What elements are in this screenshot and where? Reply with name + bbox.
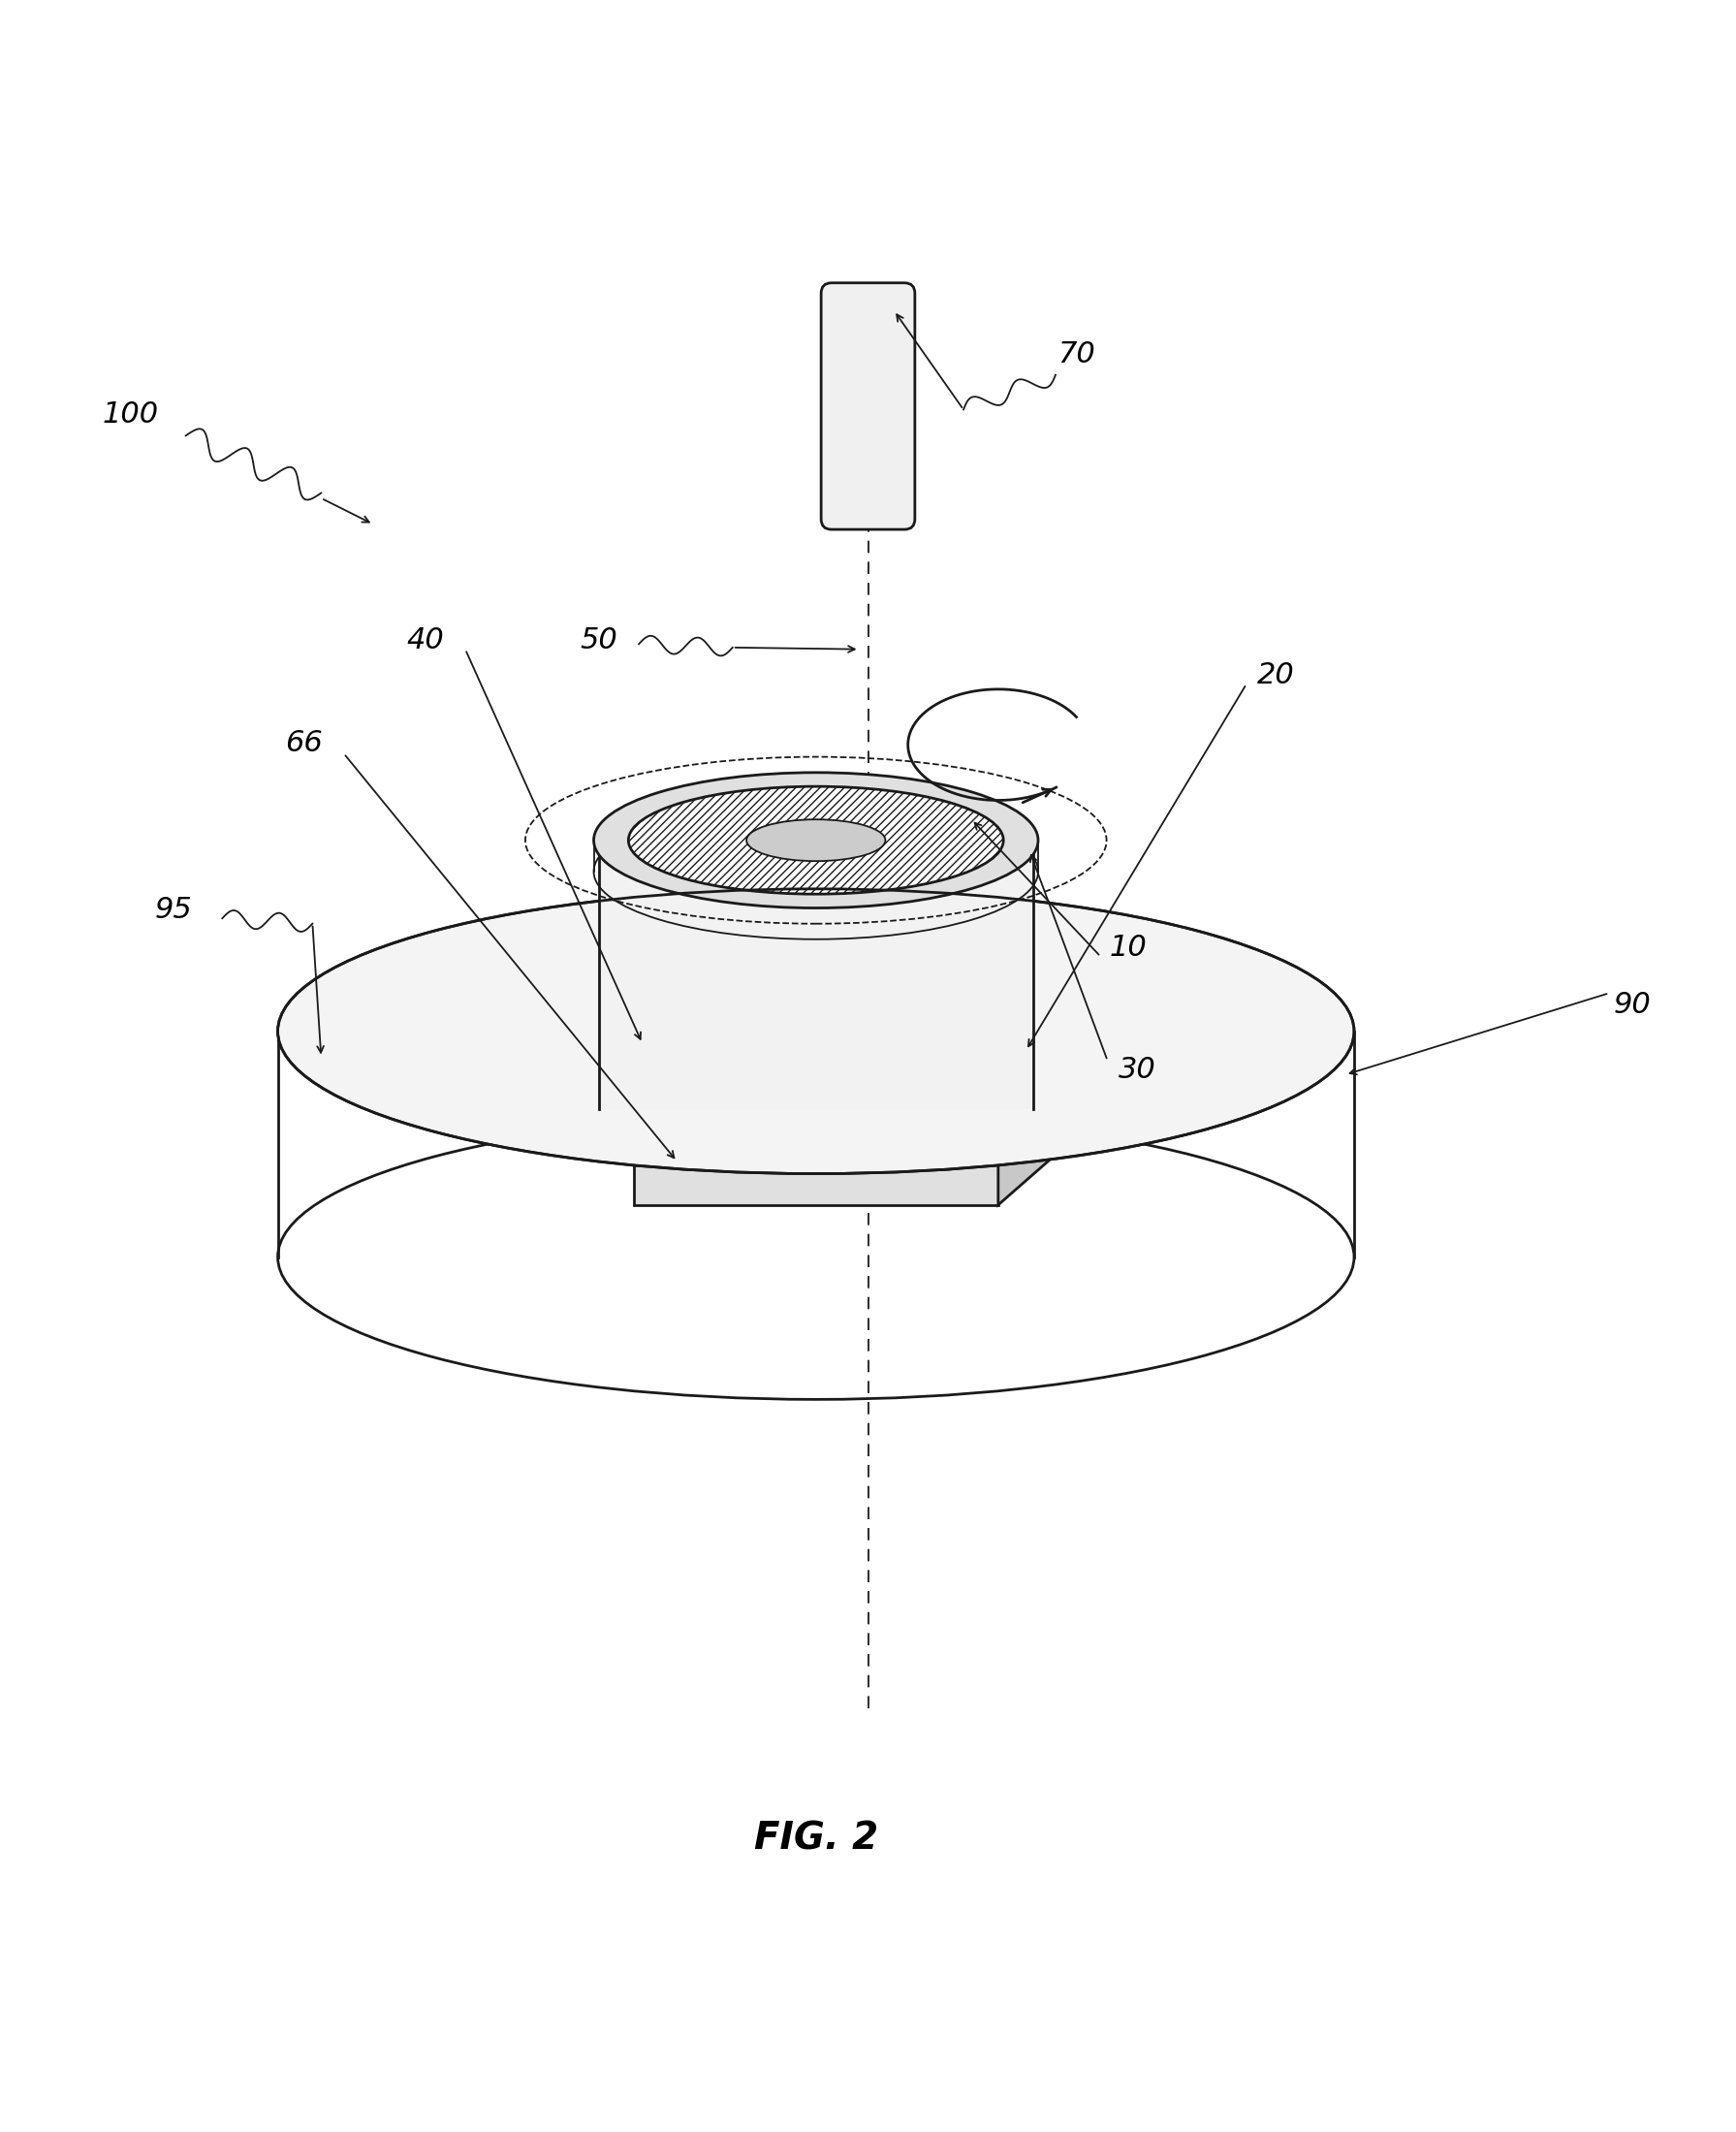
Text: 95: 95 bbox=[155, 895, 193, 923]
Ellipse shape bbox=[746, 819, 885, 861]
Text: 70: 70 bbox=[1057, 339, 1095, 369]
Polygon shape bbox=[599, 840, 1033, 1109]
Text: 90: 90 bbox=[1613, 991, 1651, 1019]
Ellipse shape bbox=[594, 772, 1038, 908]
Text: 10: 10 bbox=[1109, 934, 1147, 962]
Text: 66: 66 bbox=[285, 729, 323, 757]
Ellipse shape bbox=[599, 1047, 1033, 1173]
FancyBboxPatch shape bbox=[821, 284, 915, 529]
Polygon shape bbox=[634, 1057, 998, 1205]
Text: 30: 30 bbox=[1118, 1055, 1156, 1083]
Polygon shape bbox=[998, 1008, 1054, 1205]
Text: FIG. 2: FIG. 2 bbox=[753, 1821, 878, 1857]
Ellipse shape bbox=[278, 889, 1354, 1173]
Text: 50: 50 bbox=[580, 627, 618, 655]
Ellipse shape bbox=[628, 787, 1003, 893]
Text: 100: 100 bbox=[102, 401, 158, 429]
Polygon shape bbox=[634, 1008, 1054, 1057]
Text: 40: 40 bbox=[406, 627, 444, 655]
Text: 20: 20 bbox=[1257, 661, 1295, 689]
